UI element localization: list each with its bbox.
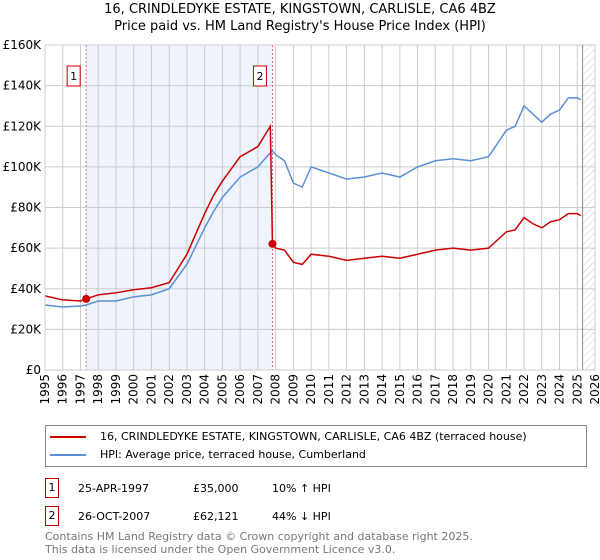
legend: 16, CRINDLEDYKE ESTATE, KINGSTOWN, CARLI… <box>45 425 587 467</box>
x-tick-label: 2018 <box>446 374 460 405</box>
x-tick-label: 1995 <box>38 374 52 405</box>
x-tick-label: 1997 <box>73 374 87 405</box>
x-tick-label: 2001 <box>144 374 158 405</box>
x-tick-label: 2005 <box>215 374 229 405</box>
y-tick-label: £80K <box>10 201 42 215</box>
x-tick-label: 2016 <box>411 374 425 405</box>
legend-swatch-red <box>50 435 86 438</box>
y-tick-label: £60K <box>10 241 42 255</box>
sale-marker-label: 1 <box>70 70 77 83</box>
legend-swatch-blue <box>50 453 86 456</box>
x-tick-label: 2003 <box>180 374 194 405</box>
footer-line: Contains HM Land Registry data © Crown c… <box>45 530 473 543</box>
x-tick-label: 2008 <box>269 374 283 405</box>
transaction-hpi: 10% ↑ HPI <box>272 482 331 495</box>
chart: 1995 1996 1997 1998 1999 2000 2001 2002 2003 2004… <box>3 38 600 405</box>
x-tick-label: 2017 <box>428 374 442 405</box>
x-tick-label: 2015 <box>393 374 407 405</box>
transaction-price: £35,000 <box>193 482 239 495</box>
x-tick-label: 2023 <box>535 374 549 405</box>
transaction-hpi: 44% ↓ HPI <box>272 510 331 523</box>
footer-line: This data is licensed under the Open Gov… <box>45 543 396 556</box>
transaction-price: £62,121 <box>193 510 239 523</box>
hpi-line <box>44 97 582 308</box>
y-tick-label: £0 <box>26 363 41 377</box>
x-tick-label: 2019 <box>464 374 478 405</box>
chart-title: 16, CRINDLEDYKE ESTATE, KINGSTOWN, CARLI… <box>104 2 496 17</box>
transaction-badge: 1 <box>45 478 59 498</box>
sale-point <box>268 239 277 248</box>
property-price-line <box>44 123 582 302</box>
plot-frame <box>44 44 596 371</box>
x-tick-label: 1996 <box>56 374 70 405</box>
x-tick-label: 2026 <box>588 374 600 405</box>
footer: Contains HM Land Registry data © Crown c… <box>45 530 473 556</box>
x-tick-label: 2013 <box>357 374 371 405</box>
sale-marker-badge <box>66 65 81 87</box>
legend-item-property: 16, CRINDLEDYKE ESTATE, KINGSTOWN, CARLI… <box>50 430 527 443</box>
x-tick-label: 1999 <box>109 374 123 405</box>
legend-item-hpi: HPI: Average price, terraced house, Cumb… <box>50 448 366 461</box>
legend-label: 16, CRINDLEDYKE ESTATE, KINGSTOWN, CARLI… <box>100 430 527 443</box>
transaction-date: 26-OCT-2007 <box>78 510 151 523</box>
x-tick-label: 1998 <box>91 374 105 405</box>
sale-marker-label: 2 <box>256 70 263 83</box>
x-tick-label: 2004 <box>198 374 212 405</box>
y-tick-label: £120K <box>3 119 43 133</box>
chart-subtitle: Price paid vs. HM Land Registry's House … <box>114 19 486 34</box>
x-tick-label: 2012 <box>340 374 354 405</box>
y-tick-label: £40K <box>10 282 42 296</box>
x-tick-label: 2025 <box>570 374 584 405</box>
y-tick-label: £140K <box>3 79 43 93</box>
x-tick-label: 2011 <box>322 374 336 405</box>
transaction-date: 25-APR-1997 <box>78 482 150 495</box>
x-tick-label: 2010 <box>304 374 318 405</box>
x-tick-label: 2022 <box>517 374 531 405</box>
x-tick-label: 2021 <box>499 374 513 405</box>
x-tick-label: 2000 <box>127 374 141 405</box>
x-tick-label: 2009 <box>286 374 300 405</box>
x-tick-label: 2014 <box>375 374 389 405</box>
x-tick-label: 2020 <box>482 374 496 405</box>
x-tick-label: 2002 <box>162 374 176 405</box>
y-tick-label: £160K <box>3 38 43 52</box>
sale-point <box>82 294 91 303</box>
legend-label: HPI: Average price, terraced house, Cumb… <box>100 448 366 461</box>
y-tick-label: £100K <box>3 160 43 174</box>
transaction-badge: 2 <box>45 506 59 526</box>
x-tick-label: 2006 <box>233 374 247 405</box>
sale-marker-badge <box>252 65 267 87</box>
y-tick-label: £20K <box>10 322 42 336</box>
x-tick-label: 2024 <box>553 374 567 405</box>
x-tick-label: 2007 <box>251 374 265 405</box>
